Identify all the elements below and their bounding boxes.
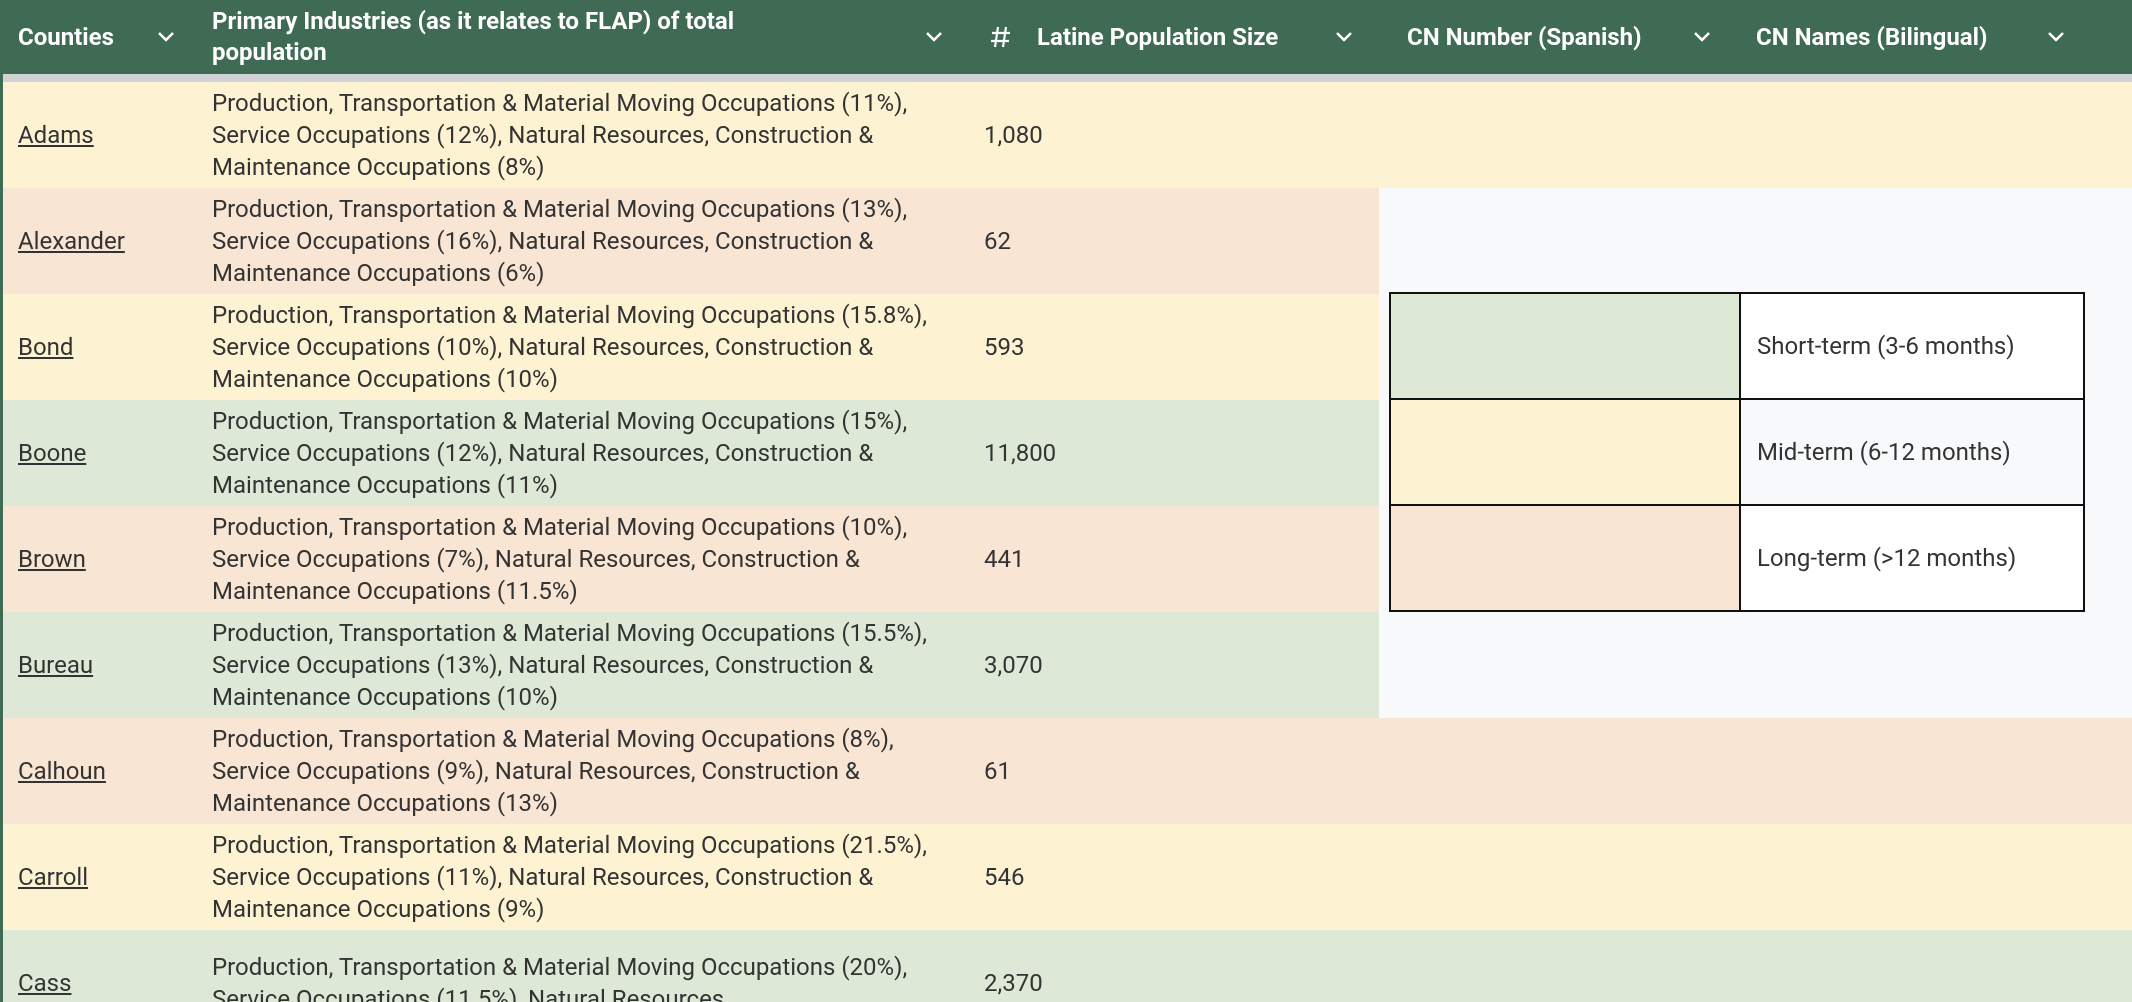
column-title: CN Number (Spanish) bbox=[1407, 22, 1642, 51]
legend-label: Mid-term (6-12 months) bbox=[1741, 400, 2083, 504]
population-cell: 62 bbox=[984, 227, 1011, 255]
population-cell: 11,800 bbox=[984, 439, 1057, 467]
population-cell: 441 bbox=[984, 545, 1025, 573]
legend-row: Short-term (3-6 months) bbox=[1391, 294, 2083, 400]
column-header[interactable]: Counties bbox=[18, 0, 198, 74]
column-title: Latine Population Size bbox=[1037, 22, 1279, 51]
industries-cell: Production, Transportation & Material Mo… bbox=[212, 725, 894, 817]
county-link[interactable]: Calhoun bbox=[18, 757, 106, 785]
dropdown-icon[interactable] bbox=[924, 29, 944, 43]
dropdown-icon[interactable] bbox=[1692, 29, 1712, 43]
industries-cell: Production, Transportation & Material Mo… bbox=[212, 195, 908, 287]
dropdown-icon[interactable] bbox=[156, 29, 176, 43]
county-link[interactable]: Bond bbox=[18, 333, 74, 361]
column-header[interactable]: CN Number (Spanish) bbox=[1407, 0, 1737, 74]
legend-swatch bbox=[1391, 506, 1741, 610]
header-row: Counties Primary Industries (as it relat… bbox=[3, 0, 2132, 74]
column-title: Counties bbox=[18, 22, 114, 51]
industries-cell: Production, Transportation & Material Mo… bbox=[212, 619, 927, 711]
legend-row: Long-term (>12 months) bbox=[1391, 506, 2083, 610]
county-link[interactable]: Adams bbox=[18, 121, 94, 149]
legend-table: Short-term (3-6 months) Mid-term (6-12 mo… bbox=[1389, 292, 2085, 612]
industries-cell: Production, Transportation & Material Mo… bbox=[212, 89, 908, 181]
population-cell: 1,080 bbox=[984, 121, 1043, 149]
column-header[interactable]: Latine Population Size bbox=[989, 0, 1369, 74]
county-link[interactable]: Brown bbox=[18, 545, 86, 573]
column-header[interactable]: Primary Industries (as it relates to FLA… bbox=[212, 0, 942, 74]
legend-swatch bbox=[1391, 400, 1741, 504]
industries-cell: Production, Transportation & Material Mo… bbox=[212, 831, 927, 923]
legend-swatch bbox=[1391, 294, 1741, 398]
legend-row: Mid-term (6-12 months) bbox=[1391, 400, 2083, 506]
column-title: CN Names (Bilingual) bbox=[1756, 22, 1988, 51]
table-row: Carroll Production, Transportation & Mate… bbox=[3, 824, 2132, 930]
population-cell: 3,070 bbox=[984, 651, 1043, 679]
table-row: Alexander Production, Transportation & Ma… bbox=[3, 188, 2132, 294]
county-link[interactable]: Boone bbox=[18, 439, 87, 467]
empty-area bbox=[1379, 188, 2132, 294]
county-link[interactable]: Bureau bbox=[18, 651, 94, 679]
empty-area bbox=[1379, 612, 2132, 718]
industries-cell: Production, Transportation & Material Mo… bbox=[212, 301, 927, 393]
dropdown-icon[interactable] bbox=[1334, 29, 1354, 43]
table-row: Bureau Production, Transportation & Mater… bbox=[3, 612, 2132, 718]
population-cell: 546 bbox=[984, 863, 1025, 891]
header-divider bbox=[3, 74, 2132, 82]
population-cell: 593 bbox=[984, 333, 1025, 361]
industries-cell: Production, Transportation & Material Mo… bbox=[212, 953, 908, 1002]
column-title: Primary Industries (as it relates to FLA… bbox=[212, 7, 735, 66]
industries-cell: Production, Transportation & Material Mo… bbox=[212, 407, 908, 499]
county-link[interactable]: Alexander bbox=[18, 227, 125, 255]
county-link[interactable]: Cass bbox=[18, 969, 72, 997]
table-row: Calhoun Production, Transportation & Mate… bbox=[3, 718, 2132, 824]
county-link[interactable]: Carroll bbox=[18, 863, 89, 891]
dropdown-icon[interactable] bbox=[2046, 29, 2066, 43]
industries-cell: Production, Transportation & Material Mo… bbox=[212, 513, 908, 605]
table-row: Cass Production, Transportation & Materia… bbox=[3, 930, 2132, 1002]
table-row: Adams Production, Transportation & Materi… bbox=[3, 82, 2132, 188]
column-header[interactable]: CN Names (Bilingual) bbox=[1756, 0, 2106, 74]
number-type-icon bbox=[991, 26, 1010, 48]
legend-label: Short-term (3-6 months) bbox=[1741, 294, 2083, 398]
population-cell: 61 bbox=[984, 757, 1011, 785]
population-cell: 2,370 bbox=[984, 969, 1043, 997]
legend-label: Long-term (>12 months) bbox=[1741, 506, 2083, 610]
